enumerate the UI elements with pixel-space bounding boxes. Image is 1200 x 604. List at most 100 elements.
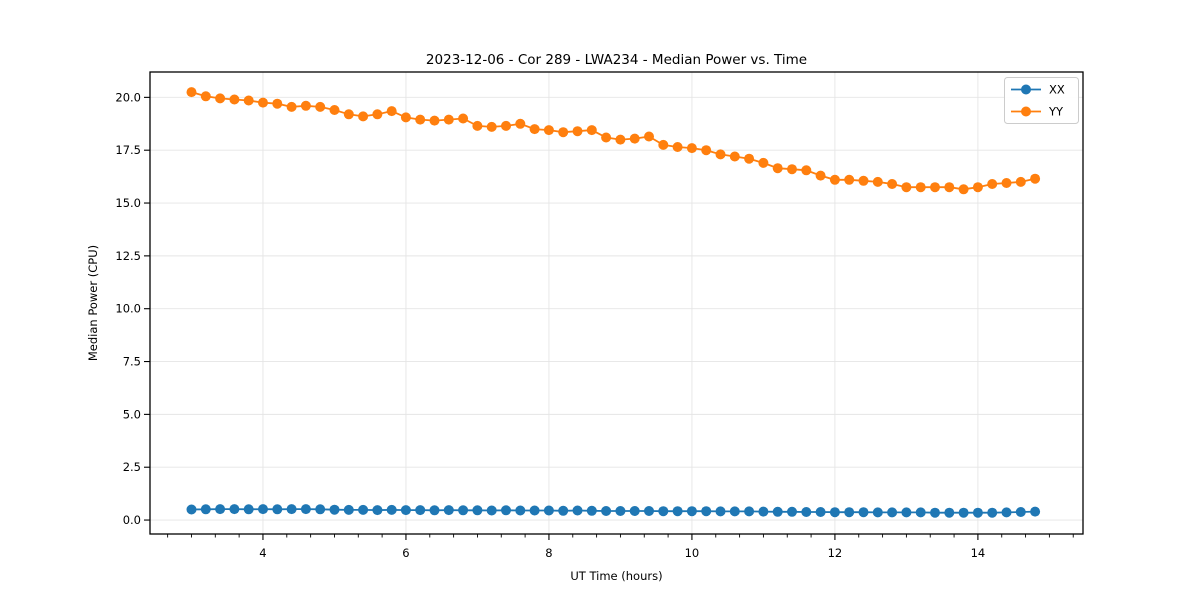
data-point-xx — [458, 505, 469, 516]
data-point-yy — [858, 175, 869, 186]
data-point-yy — [686, 143, 697, 154]
data-point-xx — [729, 506, 740, 517]
data-point-xx — [558, 505, 569, 516]
data-point-xx — [701, 506, 712, 517]
data-point-yy — [744, 153, 755, 164]
x-tick-label: 8 — [545, 546, 552, 560]
series-layer — [186, 87, 1041, 518]
data-point-yy — [329, 105, 340, 115]
data-point-xx — [744, 506, 755, 517]
data-point-yy — [586, 125, 597, 136]
data-point-yy — [343, 109, 354, 120]
data-point-xx — [229, 504, 240, 515]
data-point-xx — [887, 507, 898, 518]
data-point-yy — [701, 145, 712, 156]
data-point-xx — [300, 504, 311, 515]
data-point-xx — [930, 507, 940, 518]
data-point-yy — [315, 101, 326, 112]
series-xx — [186, 504, 1041, 518]
data-point-yy — [772, 163, 783, 174]
data-point-yy — [815, 170, 826, 181]
data-point-xx — [515, 505, 526, 516]
data-point-yy — [486, 121, 497, 132]
data-point-xx — [601, 506, 612, 516]
data-point-xx — [329, 504, 340, 515]
data-point-yy — [215, 93, 226, 104]
data-point-xx — [758, 506, 769, 517]
data-point-yy — [443, 114, 454, 125]
data-point-yy — [572, 126, 583, 137]
y-tick-label: 7.5 — [123, 355, 141, 369]
data-point-xx — [586, 505, 597, 516]
data-point-yy — [658, 139, 669, 150]
data-point-yy — [258, 97, 268, 108]
data-point-yy — [286, 101, 297, 112]
x-tick-label: 4 — [259, 546, 266, 560]
data-point-yy — [472, 120, 483, 131]
data-point-yy — [615, 134, 626, 145]
data-point-xx — [1015, 507, 1026, 517]
data-point-xx — [844, 507, 855, 518]
data-point-xx — [1030, 506, 1041, 517]
tick-layer: 4 6 8 10 12 14 0.0 2.5 5.0 7.5 10.0 12.5 15.0 17.5 20.… — [115, 90, 1074, 560]
data-point-xx — [200, 504, 211, 515]
data-point-xx — [958, 507, 969, 518]
legend-label-xx: XX — [1049, 83, 1065, 97]
data-point-xx — [400, 505, 411, 516]
data-point-xx — [787, 506, 797, 517]
data-point-yy — [458, 113, 469, 124]
data-point-yy — [629, 133, 640, 144]
data-point-yy — [386, 106, 397, 117]
y-tick-label: 12.5 — [115, 249, 141, 263]
data-point-yy — [787, 164, 797, 175]
data-point-yy — [372, 109, 383, 120]
data-point-xx — [987, 507, 998, 518]
data-point-yy — [672, 142, 683, 152]
data-point-xx — [829, 507, 840, 518]
data-point-yy — [229, 94, 240, 105]
data-point-xx — [501, 505, 511, 516]
data-point-xx — [801, 507, 812, 517]
data-point-xx — [529, 505, 540, 516]
data-point-xx — [486, 505, 497, 516]
plot-border — [149, 71, 1084, 535]
data-point-yy — [501, 120, 511, 131]
x-tick-label: 10 — [685, 546, 700, 560]
y-tick-label: 20.0 — [115, 90, 141, 104]
data-point-yy — [729, 151, 740, 162]
data-point-yy — [987, 179, 998, 189]
data-point-yy — [1015, 176, 1026, 187]
grid-layer — [150, 72, 1083, 534]
y-tick-label: 5.0 — [123, 407, 141, 421]
data-point-xx — [315, 504, 326, 515]
x-axis-label: UT Time (hours) — [570, 569, 662, 583]
data-point-xx — [372, 505, 383, 516]
legend-label-yy: YY — [1048, 105, 1064, 119]
data-point-yy — [1030, 173, 1041, 184]
y-tick-label: 10.0 — [115, 302, 141, 316]
data-point-xx — [644, 506, 654, 516]
data-point-xx — [286, 504, 297, 515]
data-point-yy — [601, 132, 612, 143]
data-point-xx — [972, 507, 983, 518]
data-point-yy — [200, 91, 211, 102]
data-point-xx — [358, 504, 369, 515]
data-point-yy — [844, 174, 855, 185]
data-point-yy — [829, 174, 840, 185]
y-axis-label: Median Power (CPU) — [86, 245, 100, 361]
data-point-yy — [186, 87, 197, 98]
data-point-xx — [901, 507, 912, 518]
chart-title: 2023-12-06 - Cor 289 - LWA234 - Median P… — [426, 52, 807, 68]
data-point-yy — [887, 179, 898, 189]
data-point-yy — [930, 182, 940, 193]
legend-marker-yy — [1021, 106, 1031, 117]
data-point-yy — [558, 127, 569, 138]
data-point-yy — [543, 125, 554, 136]
data-point-yy — [515, 118, 526, 129]
x-tick-label: 14 — [971, 546, 986, 560]
data-point-yy — [243, 95, 254, 106]
data-point-yy — [715, 149, 726, 160]
data-point-yy — [529, 124, 540, 135]
